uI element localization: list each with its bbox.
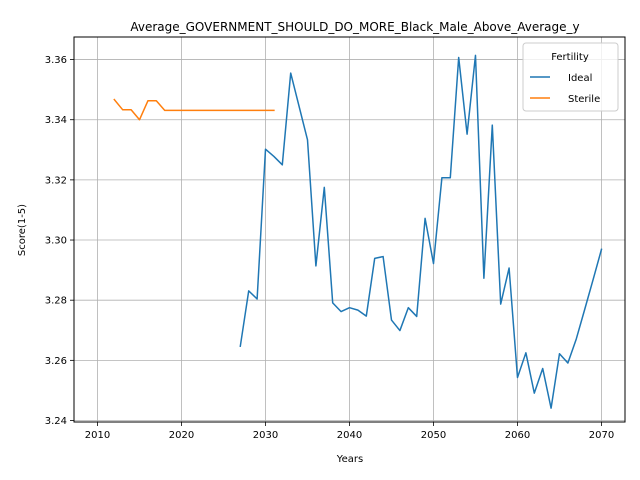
legend-box bbox=[522, 42, 619, 112]
x-tick-label: 2010 bbox=[85, 430, 110, 441]
x-axis-label: Years bbox=[336, 454, 363, 465]
legend-label-sterile: Sterile bbox=[568, 94, 600, 105]
legend: Fertility Ideal Sterile bbox=[522, 42, 619, 112]
y-tick-label: 3.36 bbox=[45, 55, 67, 66]
y-tick-label: 3.30 bbox=[45, 236, 67, 247]
series-line-sterile bbox=[113, 98, 275, 121]
y-tick-label: 3.26 bbox=[45, 356, 67, 367]
series-layer bbox=[113, 54, 603, 409]
series-line-ideal bbox=[239, 54, 603, 409]
chart-title: Average_GOVERNMENT_SHOULD_DO_MORE_Black_… bbox=[130, 20, 579, 34]
y-axis-ticks: 3.24 3.26 3.28 3.30 3.32 3.34 3.36 bbox=[45, 55, 74, 427]
x-tick-label: 2050 bbox=[421, 430, 446, 441]
x-tick-label: 2020 bbox=[169, 430, 194, 441]
x-tick-label: 2030 bbox=[253, 430, 278, 441]
y-axis-label: Score(1-5) bbox=[17, 204, 28, 256]
grid bbox=[74, 37, 625, 422]
y-tick-label: 3.32 bbox=[45, 175, 67, 186]
y-tick-label: 3.34 bbox=[45, 115, 67, 126]
x-tick-label: 2070 bbox=[589, 430, 614, 441]
y-tick-label: 3.24 bbox=[45, 416, 67, 427]
x-tick-label: 2040 bbox=[337, 430, 362, 441]
legend-label-ideal: Ideal bbox=[568, 73, 592, 84]
x-axis-ticks: 2010 2020 2030 2040 2050 2060 2070 bbox=[85, 422, 614, 441]
legend-title: Fertility bbox=[551, 52, 589, 63]
x-tick-label: 2060 bbox=[505, 430, 530, 441]
y-tick-label: 3.28 bbox=[45, 296, 67, 307]
